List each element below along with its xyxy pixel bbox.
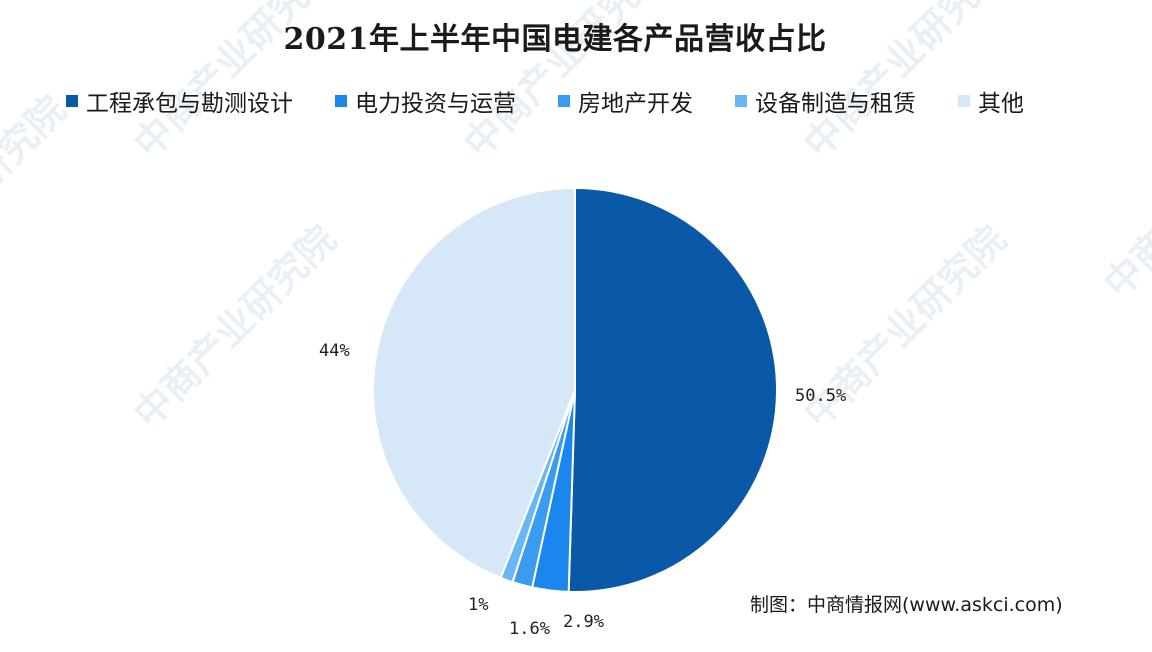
legend-swatch xyxy=(335,95,347,107)
chart-title: 2021年上半年中国电建各产品营收占比 xyxy=(283,22,827,57)
legend-swatch xyxy=(558,95,570,107)
legend-item-power-investment[interactable]: 电力投资与运营 xyxy=(335,84,516,118)
source-note: 制图：中商情报网(www.askci.com) xyxy=(750,594,1063,616)
legend-label: 设备制造与租赁 xyxy=(755,91,916,117)
legend-label: 电力投资与运营 xyxy=(355,91,516,117)
legend-item-other[interactable]: 其他 xyxy=(958,84,1024,118)
legend-label: 房地产开发 xyxy=(578,91,693,117)
data-label-real-estate: 1.6% xyxy=(509,619,550,639)
legend-swatch xyxy=(958,95,970,107)
watermark-text: 中商产业研究院 xyxy=(125,217,344,436)
data-label-other: 44% xyxy=(319,341,350,361)
pie-data-labels: 50.5% 2.9% 1.6% 1% 44% xyxy=(319,341,846,639)
legend-swatch xyxy=(735,95,747,107)
legend-swatch xyxy=(66,95,78,107)
pie-slices xyxy=(372,186,778,593)
legend-item-real-estate[interactable]: 房地产开发 xyxy=(558,84,693,118)
legend-label: 工程承包与勘测设计 xyxy=(86,91,293,117)
data-label-equipment: 1% xyxy=(468,595,488,615)
watermark-text: 中商产业研究院 xyxy=(1095,87,1152,306)
watermark-text: 中商产业研究院 xyxy=(0,87,74,306)
legend: 工程承包与勘测设计 电力投资与运营 房地产开发 设备制造与租赁 其他 xyxy=(66,84,1066,118)
legend-item-engineering[interactable]: 工程承包与勘测设计 xyxy=(66,84,293,118)
legend-item-equipment[interactable]: 设备制造与租赁 xyxy=(735,84,916,118)
data-label-power-investment: 2.9% xyxy=(563,612,604,632)
slice-engineering[interactable] xyxy=(567,186,778,593)
data-label-engineering: 50.5% xyxy=(795,386,846,406)
slice-other[interactable] xyxy=(372,186,576,580)
legend-label: 其他 xyxy=(978,91,1024,117)
